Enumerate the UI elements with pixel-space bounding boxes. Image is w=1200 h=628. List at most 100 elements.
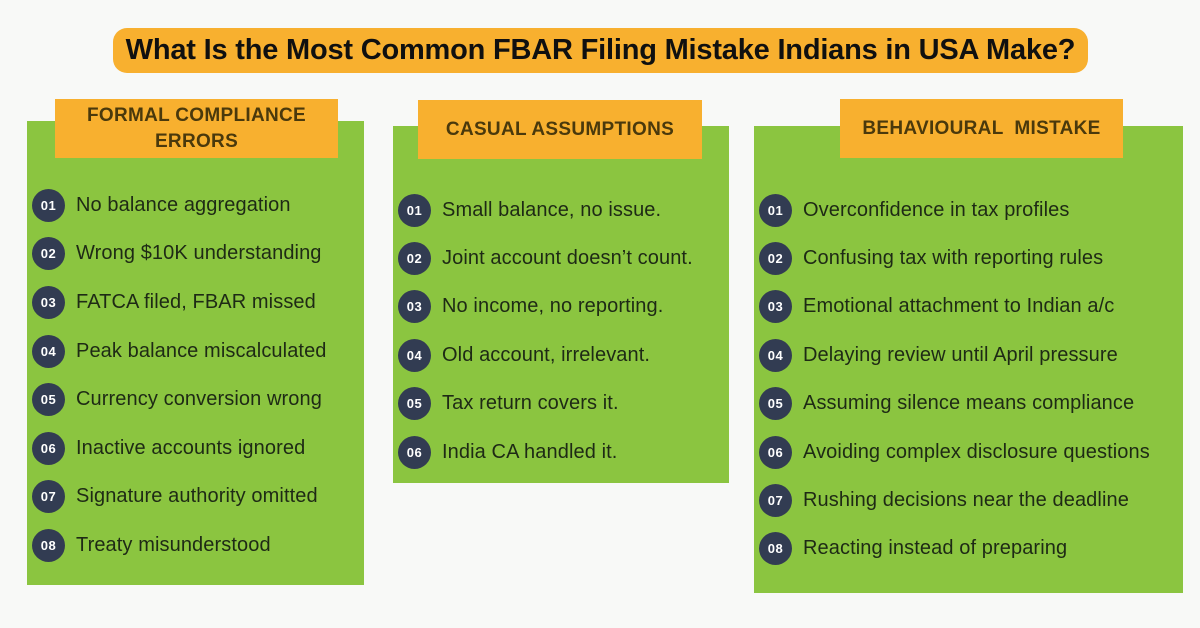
list-item: 07 Signature authority omitted — [27, 473, 364, 522]
list-item: 06 Avoiding complex disclosure questions — [754, 428, 1183, 476]
list-item: 01 Overconfidence in tax profiles — [754, 186, 1183, 234]
list-item: 03 Emotional attachment to Indian a/c — [754, 283, 1183, 331]
item-text: Assuming silence means compliance — [803, 392, 1135, 415]
page-title: What Is the Most Common FBAR Filing Mist… — [125, 34, 1076, 66]
list-item: 05 Tax return covers it. — [393, 380, 729, 428]
item-number: 05 — [767, 396, 784, 412]
item-number: 03 — [40, 294, 57, 310]
item-number-badge: 06 — [32, 431, 65, 465]
item-text: Inactive accounts ignored — [76, 436, 306, 459]
item-number: 05 — [40, 392, 57, 408]
item-text: Reacting instead of preparing — [803, 537, 1068, 560]
panel-behavioural-mistake — [754, 126, 1183, 593]
panel-formal-compliance — [27, 121, 364, 585]
list-item: 01 No balance aggregation — [27, 181, 364, 230]
item-number-badge: 02 — [759, 242, 792, 276]
item-number-badge: 05 — [32, 383, 65, 417]
item-number-badge: 05 — [398, 387, 431, 421]
item-number: 02 — [40, 246, 57, 262]
item-text: Emotional attachment to Indian a/c — [803, 295, 1115, 318]
item-text: Overconfidence in tax profiles — [803, 198, 1070, 221]
item-text: Delaying review until April pressure — [803, 343, 1118, 366]
item-number-badge: 01 — [398, 193, 431, 227]
item-number-badge: 03 — [759, 290, 792, 324]
item-number-badge: 06 — [398, 435, 431, 469]
item-number-badge: 04 — [32, 334, 65, 368]
item-text: Confusing tax with reporting rules — [803, 247, 1104, 270]
item-text: Tax return covers it. — [442, 392, 619, 415]
item-text: No income, no reporting. — [442, 295, 664, 318]
list-item: 05 Assuming silence means compliance — [754, 380, 1183, 428]
list-item: 05 Currency conversion wrong — [27, 375, 364, 424]
column-header-label: BEHAVIOURAL MISTAKE — [862, 117, 1101, 139]
item-number-badge: 01 — [759, 193, 792, 227]
item-number: 03 — [406, 299, 423, 315]
item-number-badge: 07 — [759, 484, 792, 518]
item-number: 07 — [40, 489, 57, 505]
item-number: 06 — [40, 440, 57, 456]
item-number: 05 — [406, 396, 423, 412]
item-number-badge: 03 — [32, 285, 65, 319]
item-list-behavioural-mistake: 01 Overconfidence in tax profiles 02 Con… — [754, 186, 1183, 573]
list-item: 04 Peak balance miscalculated — [27, 327, 364, 376]
item-text: Signature authority omitted — [76, 485, 318, 508]
item-number-badge: 05 — [759, 387, 792, 421]
list-item: 06 Inactive accounts ignored — [27, 424, 364, 473]
list-item: 01 Small balance, no issue. — [393, 186, 729, 234]
item-number-badge: 06 — [759, 435, 792, 469]
item-number-badge: 03 — [398, 290, 431, 324]
panel-casual-assumptions — [393, 126, 729, 483]
item-number: 08 — [767, 541, 784, 557]
item-number-badge: 08 — [759, 532, 792, 566]
item-list-casual-assumptions: 01 Small balance, no issue. 02 Joint acc… — [393, 186, 729, 476]
item-text: No balance aggregation — [76, 193, 291, 216]
list-item: 08 Reacting instead of preparing — [754, 525, 1183, 573]
item-number-badge: 02 — [398, 242, 431, 276]
item-number-badge: 08 — [32, 528, 65, 562]
item-number: 04 — [40, 343, 57, 359]
item-number-badge: 04 — [759, 338, 792, 372]
column-header-behavioural-mistake: BEHAVIOURAL MISTAKE — [840, 99, 1123, 158]
item-number-badge: 02 — [32, 237, 65, 271]
item-number-badge: 04 — [398, 338, 431, 372]
item-number: 02 — [406, 251, 423, 267]
item-text: Small balance, no issue. — [442, 198, 662, 221]
item-text: Treaty misunderstood — [76, 533, 271, 556]
item-number: 03 — [767, 299, 784, 315]
item-text: Currency conversion wrong — [76, 388, 322, 411]
item-text: Joint account doesn’t count. — [442, 247, 693, 270]
list-item: 04 Delaying review until April pressure — [754, 331, 1183, 379]
item-number-badge: 07 — [32, 480, 65, 514]
list-item: 02 Joint account doesn’t count. — [393, 234, 729, 282]
item-list-formal-compliance: 01 No balance aggregation 02 Wrong $10K … — [27, 181, 364, 570]
column-header-label: FORMAL COMPLIANCE ERRORS — [86, 105, 312, 152]
title-banner: What Is the Most Common FBAR Filing Mist… — [113, 28, 1088, 73]
list-item: 07 Rushing decisions near the deadline — [754, 476, 1183, 524]
item-text: Rushing decisions near the deadline — [803, 489, 1129, 512]
item-number: 04 — [406, 347, 423, 363]
list-item: 03 FATCA filed, FBAR missed — [27, 278, 364, 327]
item-text: Old account, irrelevant. — [442, 343, 651, 366]
list-item: 02 Confusing tax with reporting rules — [754, 234, 1183, 282]
item-number: 06 — [767, 444, 784, 460]
item-number: 07 — [767, 493, 784, 509]
item-number: 04 — [767, 347, 784, 363]
item-number: 08 — [40, 537, 57, 553]
item-number: 01 — [40, 197, 57, 213]
list-item: 02 Wrong $10K understanding — [27, 230, 364, 279]
item-text: Avoiding complex disclosure questions — [803, 440, 1150, 463]
list-item: 08 Treaty misunderstood — [27, 521, 364, 570]
item-number: 01 — [406, 202, 423, 218]
column-header-label: CASUAL ASSUMPTIONS — [445, 118, 675, 140]
list-item: 06 India CA handled it. — [393, 428, 729, 476]
list-item: 04 Old account, irrelevant. — [393, 331, 729, 379]
list-item: 03 No income, no reporting. — [393, 283, 729, 331]
item-text: India CA handled it. — [442, 440, 618, 463]
item-number: 02 — [767, 251, 784, 267]
item-number-badge: 01 — [32, 188, 65, 222]
item-text: Wrong $10K understanding — [76, 242, 322, 265]
item-text: FATCA filed, FBAR missed — [76, 290, 316, 313]
item-number: 06 — [406, 444, 423, 460]
item-number: 01 — [767, 202, 784, 218]
